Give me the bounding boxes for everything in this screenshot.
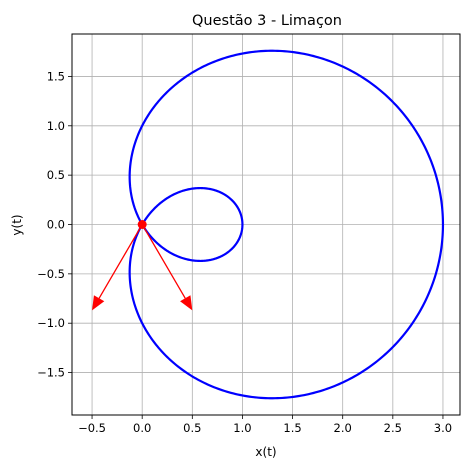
x-axis: −0.5 0.0 0.5 1.0 1.5 2.0 2.5 3.0 (78, 415, 452, 435)
vector-arrow-head (180, 295, 193, 311)
x-tick-label: 0.5 (183, 421, 201, 435)
series-layer (128, 49, 445, 400)
x-tick-label: 1.5 (283, 421, 301, 435)
y-axis: −1.5 −1.0 −0.5 0.0 0.5 1.0 1.5 (37, 69, 72, 380)
chart-title: Questão 3 - Limaçon (192, 13, 342, 29)
y-tick-label: 1.0 (47, 119, 65, 133)
y-tick-label: −1.5 (37, 366, 65, 380)
x-tick-label: 3.0 (434, 421, 452, 435)
y-tick-label: 0.0 (47, 218, 65, 232)
y-tick-label: 1.5 (47, 69, 65, 83)
grid-lines (72, 34, 460, 415)
vector-arrow-head (92, 295, 105, 311)
y-tick-label: 0.5 (47, 168, 65, 182)
x-tick-label: 1.0 (233, 421, 251, 435)
markers-layer (92, 220, 193, 311)
x-tick-label: 2.0 (334, 421, 352, 435)
x-axis-label: x(t) (255, 445, 276, 459)
x-tick-label: −0.5 (78, 421, 106, 435)
origin-point (137, 220, 147, 229)
y-axis-label: y(t) (10, 214, 24, 235)
y-tick-label: −0.5 (37, 267, 65, 281)
x-tick-label: 2.5 (384, 421, 402, 435)
vector-arrow-shaft (98, 224, 143, 299)
y-tick-label: −1.0 (37, 316, 65, 330)
x-tick-label: 0.0 (133, 421, 151, 435)
vector-arrow-shaft (141, 224, 186, 299)
limacon-curve (128, 49, 445, 400)
